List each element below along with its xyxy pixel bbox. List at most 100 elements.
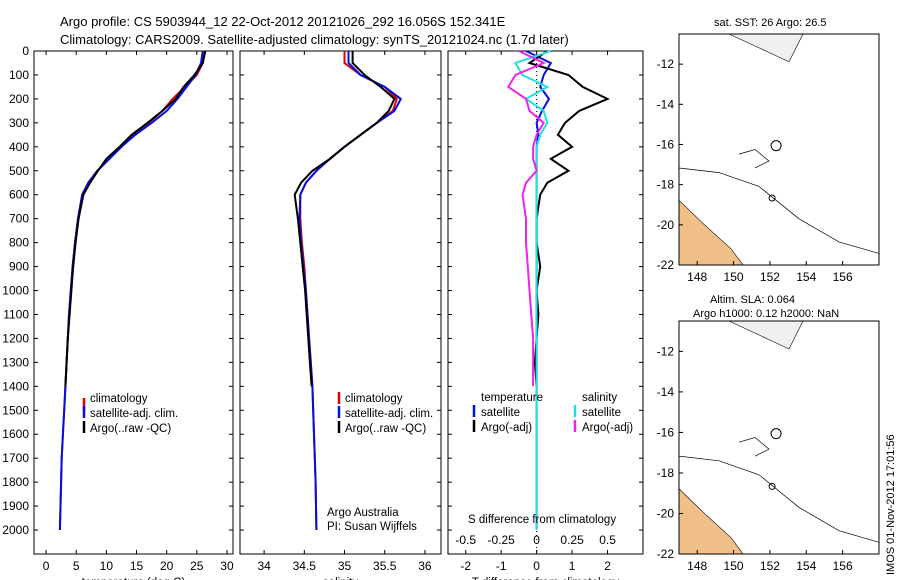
y-tick-label: 400: [9, 140, 29, 154]
sla-map-title-2: Argo h1000: 0.12 h2000: NaN: [693, 308, 839, 320]
map-y-tick-label: -16: [657, 137, 675, 151]
map-x-tick-label: 148: [687, 559, 707, 573]
land-polygon-north: [728, 33, 804, 63]
legend-sal-argo: Argo(..raw -QC): [345, 423, 426, 435]
x-tick-label: 36: [418, 559, 432, 573]
x-tick-label: 10: [100, 559, 114, 573]
legend-sal-argo-adj: Argo(-adj): [582, 422, 633, 434]
map-frame: [678, 320, 880, 555]
legend-temp-satellite: satellite: [481, 407, 520, 419]
y-tick-label: 1700: [2, 451, 29, 465]
s-tick-label: -0.5: [455, 533, 476, 547]
axes-frame: [239, 50, 442, 555]
x-tick-label: 0: [43, 559, 50, 573]
annotation-pi: PI: Susan Wijffels: [327, 521, 417, 533]
map-x-tick-label: 152: [760, 270, 780, 284]
y-tick-label: 1100: [3, 307, 29, 321]
argo-location-marker: [770, 428, 782, 440]
difference-legend: temperature satellite Argo(-adj) salinit…: [468, 392, 633, 526]
y-tick-label: 0: [22, 44, 29, 58]
x-axis-label: temperature (deg C): [82, 577, 186, 580]
y-tick-label: 1200: [2, 331, 29, 345]
legend-sal-climatology: climatology: [345, 393, 403, 405]
legend-climatology: climatology: [90, 393, 148, 405]
secondary-marker: [768, 482, 776, 490]
x-tick-label: 35.5: [373, 559, 397, 573]
x-tick-label: 20: [160, 559, 174, 573]
y-tick-label: 900: [9, 260, 29, 274]
legend-temp-argo: Argo(-adj): [481, 422, 532, 434]
map-y-tick-label: -20: [657, 506, 675, 520]
map-y-tick-label: -16: [657, 425, 675, 439]
land-polygon: [678, 199, 744, 266]
series-line: [298, 51, 403, 531]
imos-timestamp: IMOS 01-Nov-2012 17:01:56: [885, 434, 897, 575]
y-tick-label: 1500: [2, 403, 29, 417]
title-line-2: Climatology: CARS2009. Satellite-adjuste…: [60, 32, 569, 47]
s-tick-label: 0.5: [599, 533, 616, 547]
y-tick-label: 1800: [2, 475, 29, 489]
y-tick-label: 100: [9, 68, 29, 82]
sst-map-title: sat. SST: 26 Argo: 26.5: [714, 17, 827, 29]
legend-satellite-adj: satellite-adj. clim.: [90, 408, 178, 420]
map-x-tick-label: 150: [724, 559, 744, 573]
series-line: [527, 50, 610, 387]
annotation-argo-australia: Argo Australia: [327, 507, 399, 519]
legend-sal-satellite: satellite: [582, 407, 621, 419]
title-line-1: Argo profile: CS 5903944_12 22-Oct-2012 …: [60, 14, 506, 29]
map-y-tick-label: -22: [657, 547, 675, 561]
land-polygon: [678, 488, 744, 555]
x-tick-label: 1: [569, 559, 576, 573]
y-tick-label: 800: [9, 236, 29, 250]
s-diff-label: S difference from climatology: [468, 514, 616, 526]
y-tick-label: 1900: [2, 499, 29, 513]
y-tick-label: 700: [9, 212, 29, 226]
y-tick-label: 600: [9, 188, 29, 202]
map-x-tick-label: 154: [796, 270, 816, 284]
salinity-legend: climatology satellite-adj. clim. Argo(..…: [327, 392, 433, 533]
legend-salinity-header: salinity: [582, 392, 617, 404]
map-y-tick-label: -12: [657, 57, 675, 71]
x-tick-label: 25: [190, 559, 204, 573]
series-line: [506, 50, 547, 387]
x-tick-label: 34: [257, 559, 271, 573]
legend-sal-satellite-adj: satellite-adj. clim.: [345, 408, 433, 420]
y-tick-label: 1300: [2, 355, 29, 369]
map-y-tick-label: -18: [657, 178, 675, 192]
secondary-marker: [768, 194, 776, 202]
series-line: [513, 50, 552, 530]
series-line: [293, 51, 396, 387]
map-x-tick-label: 152: [760, 559, 780, 573]
y-tick-label: 1000: [2, 284, 29, 298]
map-y-tick-label: -18: [657, 466, 675, 480]
map-y-tick-label: -20: [657, 218, 675, 232]
bathymetry-contour: [678, 167, 880, 254]
x-tick-label: -1: [496, 559, 507, 573]
y-tick-label: 1400: [2, 379, 29, 393]
map-x-tick-label: 156: [833, 559, 853, 573]
map-x-tick-label: 148: [687, 270, 707, 284]
x-axis-label: salinity: [323, 577, 358, 580]
x-tick-label: -2: [460, 559, 471, 573]
x-tick-label: 2: [604, 559, 611, 573]
x-axis-label: T difference from climatology: [472, 577, 619, 580]
y-tick-label: 200: [9, 92, 29, 106]
sla-map-panel: 148 150 152 154 156 -12 -14 -16 -18 -20 -22: [657, 320, 880, 573]
temperature-profile-panel: 0100200300400500600700800900100011001200…: [2, 44, 234, 580]
bathymetry-contour: [678, 455, 880, 543]
sst-map-panel: 148 150 152 154 156 -12 -14 -16 -18 -20 -22: [657, 33, 880, 284]
map-y-tick-label: -14: [657, 385, 675, 399]
series-line: [64, 50, 207, 387]
map-y-tick-label: -22: [657, 258, 675, 272]
axes-frame: [447, 50, 644, 555]
x-tick-label: 0: [533, 559, 540, 573]
land-polygon-north: [728, 320, 804, 350]
s-tick-label: 0.25: [560, 533, 584, 547]
x-tick-label: 30: [220, 559, 234, 573]
x-tick-label: 15: [130, 559, 144, 573]
map-x-tick-label: 156: [833, 270, 853, 284]
series-line: [58, 50, 204, 531]
x-tick-label: 34.5: [293, 559, 317, 573]
